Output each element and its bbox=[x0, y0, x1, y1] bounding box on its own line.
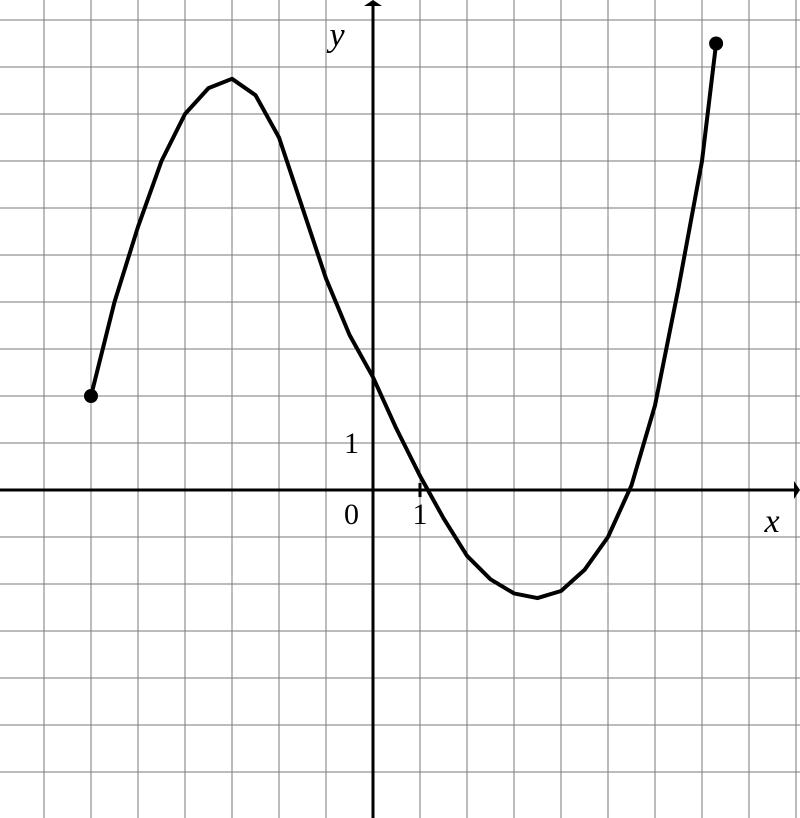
endpoint-marker-left bbox=[84, 389, 98, 403]
y-tick-label-1: 1 bbox=[344, 427, 359, 460]
y-axis-label: y bbox=[326, 17, 345, 54]
chart-background bbox=[0, 0, 800, 818]
origin-label: 0 bbox=[344, 498, 359, 531]
endpoint-marker-right bbox=[709, 37, 723, 51]
function-graph: y x 0 1 1 bbox=[0, 0, 800, 818]
x-tick-label-1: 1 bbox=[413, 498, 428, 531]
x-axis-label: x bbox=[763, 503, 779, 540]
